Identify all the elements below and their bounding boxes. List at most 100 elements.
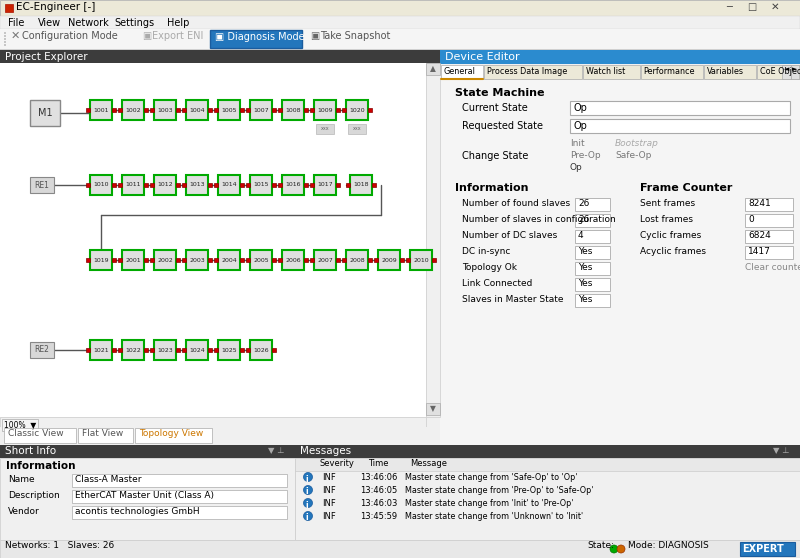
Text: ─: ─ — [726, 2, 732, 12]
Text: Description: Description — [8, 491, 60, 500]
Bar — [278, 108, 282, 112]
Text: 1017: 1017 — [317, 182, 333, 187]
Bar — [72, 506, 287, 519]
Text: 6824: 6824 — [748, 231, 770, 240]
Bar — [208, 258, 212, 262]
Text: RE2: RE2 — [34, 345, 50, 354]
Bar — [90, 250, 112, 270]
Bar — [336, 183, 340, 187]
Text: CoE Object-D: CoE Object-D — [759, 66, 800, 75]
Bar — [240, 183, 244, 187]
Bar — [575, 198, 610, 211]
Text: Configuration Mode: Configuration Mode — [22, 31, 118, 41]
Text: INF: INF — [322, 512, 336, 521]
Bar — [314, 250, 336, 270]
Text: M1: M1 — [38, 108, 52, 118]
Bar — [426, 403, 440, 415]
Bar — [150, 348, 154, 352]
Text: Number of slaves in configuration: Number of slaves in configuration — [462, 215, 616, 224]
Bar — [295, 445, 800, 458]
Text: 1008: 1008 — [286, 108, 301, 113]
Text: Variables: Variables — [706, 66, 744, 75]
Text: 13:46:05: 13:46:05 — [360, 486, 398, 495]
Bar — [144, 258, 148, 262]
Text: Sent frames: Sent frames — [640, 199, 695, 208]
Bar — [186, 250, 208, 270]
Text: 1011: 1011 — [126, 182, 141, 187]
Text: Op: Op — [574, 103, 588, 113]
Text: ▣ Diagnosis Mode: ▣ Diagnosis Mode — [215, 32, 305, 42]
Bar — [346, 100, 368, 120]
Text: Change State: Change State — [462, 151, 528, 161]
Text: INF: INF — [322, 486, 336, 495]
Bar — [176, 183, 180, 187]
Text: 1020: 1020 — [349, 108, 365, 113]
Text: RE1: RE1 — [34, 180, 50, 190]
Text: DC in-sync: DC in-sync — [462, 247, 510, 256]
Bar — [154, 175, 176, 195]
Bar — [0, 445, 295, 458]
Text: Short Info: Short Info — [5, 446, 56, 456]
Circle shape — [610, 545, 618, 553]
Text: Op: Op — [570, 163, 582, 172]
Bar — [440, 64, 800, 80]
Bar — [440, 50, 800, 445]
Bar — [210, 30, 302, 48]
Text: State:: State: — [587, 541, 614, 551]
Text: 8241: 8241 — [748, 199, 770, 208]
Bar — [246, 183, 250, 187]
Bar — [426, 63, 440, 75]
Text: File: File — [8, 17, 24, 27]
Text: Number of DC slaves: Number of DC slaves — [462, 231, 558, 240]
Bar — [346, 250, 368, 270]
Bar — [208, 348, 212, 352]
Bar — [208, 108, 212, 112]
Text: Init: Init — [570, 139, 585, 148]
Bar — [246, 258, 250, 262]
Bar — [278, 258, 282, 262]
Bar — [791, 65, 799, 79]
Bar — [112, 183, 116, 187]
Text: ▼: ▼ — [430, 404, 436, 413]
Bar — [118, 183, 122, 187]
Bar — [176, 108, 180, 112]
Bar — [310, 108, 314, 112]
Circle shape — [4, 32, 6, 34]
Text: Help: Help — [166, 17, 189, 27]
Text: 1022: 1022 — [125, 348, 141, 353]
Bar — [0, 0, 800, 16]
Text: i: i — [306, 501, 308, 509]
Text: 1013: 1013 — [189, 182, 205, 187]
Text: Networks: 1   Slaves: 26: Networks: 1 Slaves: 26 — [5, 541, 114, 551]
Bar — [90, 100, 112, 120]
Bar — [378, 250, 400, 270]
Text: Severity: Severity — [320, 459, 355, 469]
Bar — [90, 175, 112, 195]
Text: 1002: 1002 — [125, 108, 141, 113]
Circle shape — [303, 498, 313, 507]
Bar — [112, 348, 116, 352]
Bar — [441, 65, 482, 79]
Text: 1015: 1015 — [254, 182, 269, 187]
Text: General: General — [444, 66, 476, 75]
Text: 13:46:03: 13:46:03 — [360, 499, 398, 508]
Bar — [2, 419, 38, 431]
Text: Settings: Settings — [114, 17, 154, 27]
Text: Flat View: Flat View — [82, 430, 123, 439]
Text: Yes: Yes — [578, 295, 592, 304]
Bar — [304, 183, 308, 187]
Text: Information: Information — [6, 461, 75, 471]
Text: 1417: 1417 — [748, 247, 771, 256]
Bar — [342, 258, 346, 262]
Text: Message: Message — [410, 459, 447, 469]
Bar — [346, 183, 350, 187]
Bar — [0, 540, 800, 558]
Bar — [440, 50, 800, 64]
Text: Take Snapshot: Take Snapshot — [320, 31, 390, 41]
Text: Clear counters: Clear counters — [745, 263, 800, 272]
Bar — [250, 250, 272, 270]
Text: 1012: 1012 — [157, 182, 173, 187]
Bar — [186, 100, 208, 120]
Text: Lost frames: Lost frames — [640, 215, 693, 224]
Text: Current State: Current State — [462, 103, 528, 113]
